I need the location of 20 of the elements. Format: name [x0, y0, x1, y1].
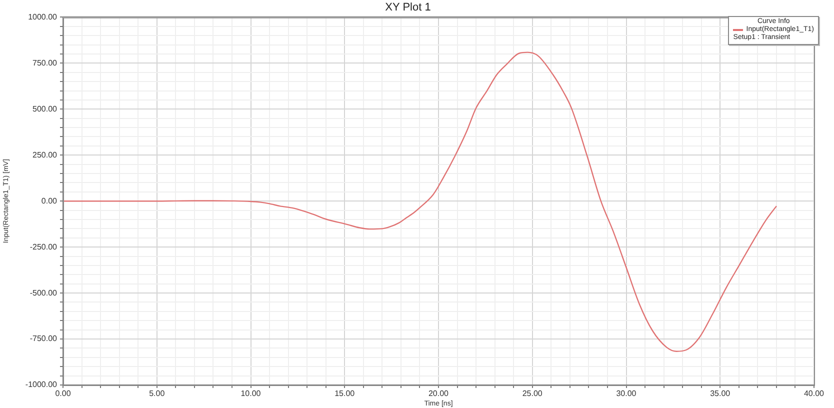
y-tick-label: -250.00	[30, 242, 58, 252]
x-tick-label: 20.00	[428, 389, 450, 398]
y-tick-label: 750.00	[32, 58, 58, 68]
line-series	[63, 52, 778, 352]
x-tick-label: 35.00	[710, 389, 731, 398]
y-tick-label: -750.00	[30, 334, 58, 344]
y-tick-label: 1000.00	[28, 12, 58, 22]
y-tick-label: -1000.00	[25, 380, 58, 390]
y-tick-label: 0.00	[41, 196, 58, 206]
x-tick-label: 25.00	[522, 389, 543, 398]
x-tick-label: 40.00	[804, 389, 825, 398]
y-tick-label: -500.00	[30, 288, 58, 298]
x-tick-label: 10.00	[240, 389, 262, 398]
y-tick-label: 250.00	[32, 150, 58, 160]
x-tick-label: 15.00	[334, 389, 356, 398]
y-tick-label: 500.00	[32, 104, 58, 114]
x-tick-label: 5.00	[149, 389, 166, 398]
x-tick-label: 30.00	[616, 389, 637, 398]
chart-title: XY Plot 1	[385, 2, 431, 14]
x-tick-label: 0.00	[55, 389, 72, 398]
